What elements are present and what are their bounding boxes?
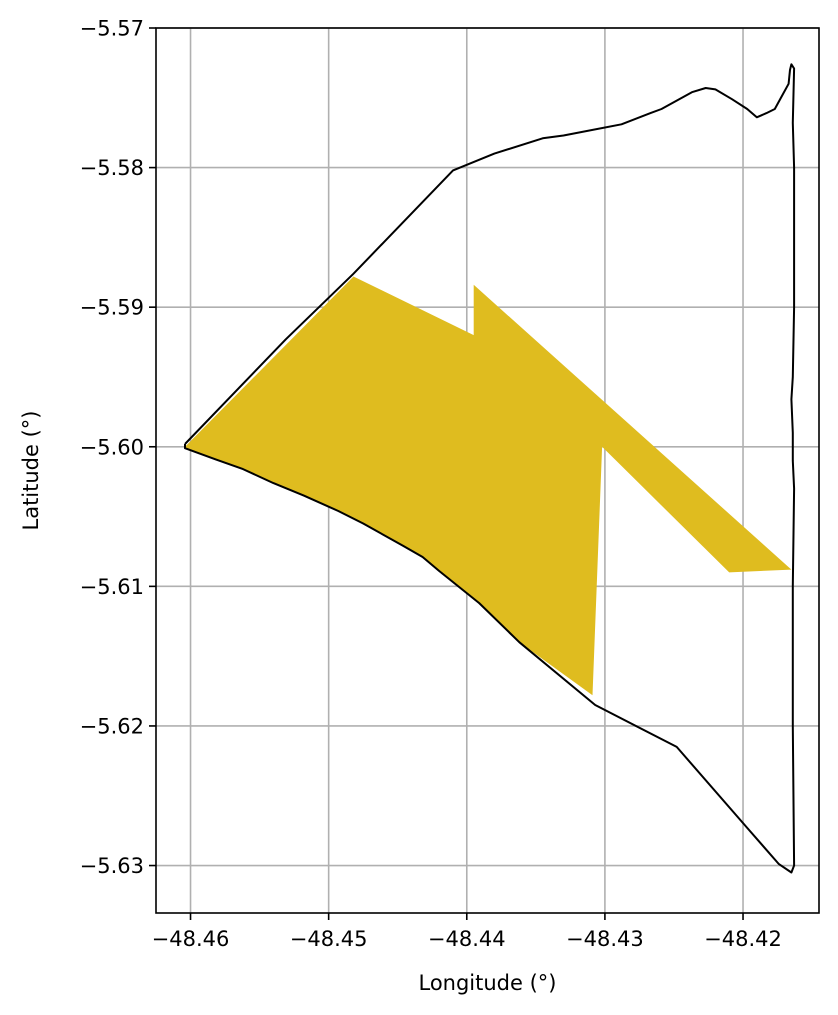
x-tick-label: −48.46 [152,927,230,951]
x-axis-ticks: −48.46 −48.45 −48.44 −48.43 −48.42 [152,913,782,951]
x-tick-label: −48.43 [566,927,644,951]
x-tick-label: −48.45 [290,927,368,951]
x-tick-label: −48.42 [704,927,782,951]
x-axis-label: Longitude (°) [418,971,556,995]
highlighted-area [185,276,792,696]
y-tick-label: −5.61 [80,575,144,599]
y-tick-label: −5.63 [80,854,144,878]
y-tick-label: −5.59 [80,296,144,320]
y-tick-label: −5.62 [80,714,144,738]
y-tick-label: −5.57 [80,17,144,41]
y-tick-label: −5.60 [80,435,144,459]
y-axis-label: Latitude (°) [19,411,43,531]
y-tick-label: −5.58 [80,156,144,180]
data-layer [184,63,796,874]
plot-frame [155,27,820,914]
y-axis-ticks: −5.57 −5.58 −5.59 −5.60 −5.61 −5.62 −5.63 [80,17,156,878]
x-tick-label: −48.44 [428,927,506,951]
boundary-outline [184,63,796,874]
